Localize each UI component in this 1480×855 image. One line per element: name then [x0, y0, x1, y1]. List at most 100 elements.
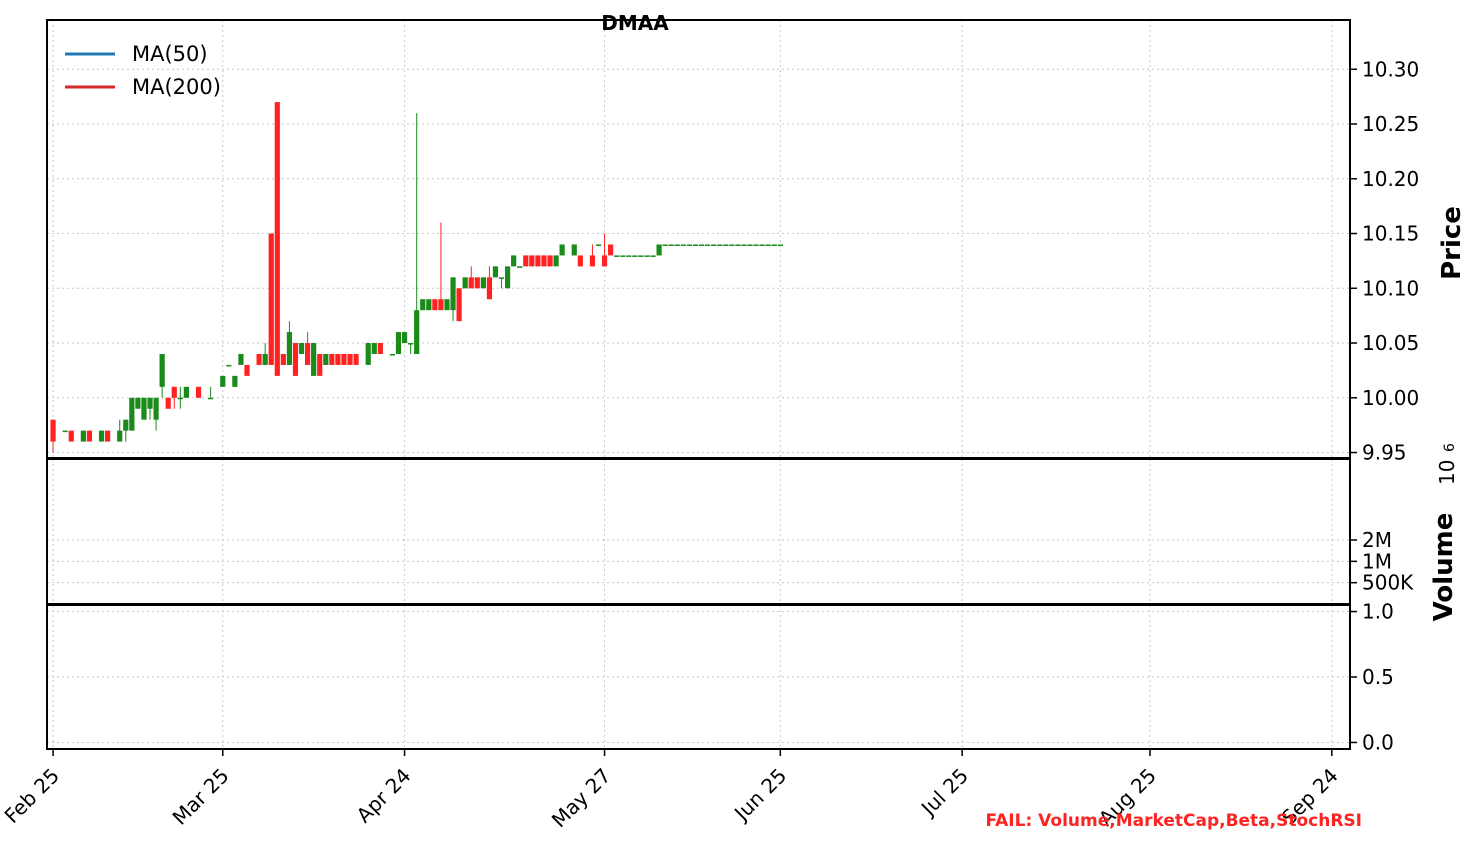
candle-body — [177, 397, 183, 400]
candle-body — [135, 397, 141, 409]
price-candles — [50, 102, 783, 453]
candle-body — [620, 255, 626, 257]
candle-body — [401, 332, 408, 344]
price-panel-frame — [46, 19, 1351, 459]
candle-body — [311, 343, 317, 376]
candle-body — [335, 353, 341, 365]
candle-body — [529, 255, 535, 267]
x-tick-label: May 27 — [547, 763, 616, 832]
price-tick-label: 10.05 — [1362, 331, 1419, 355]
candle-body — [595, 244, 602, 246]
stochrsi-tick-label: 1.0 — [1362, 600, 1394, 624]
candle-body — [717, 244, 723, 246]
candle-body — [698, 244, 705, 246]
candle-body — [601, 255, 608, 267]
candle-body — [420, 299, 426, 311]
candle-body — [686, 244, 693, 246]
candle-body — [62, 430, 68, 433]
candle-body — [292, 343, 299, 376]
candle-body — [541, 255, 547, 267]
candle-body — [547, 255, 553, 267]
candle-body — [723, 244, 729, 246]
candle-body — [662, 244, 668, 246]
stochrsi-tick-label: 0.0 — [1362, 730, 1394, 754]
candle-body — [492, 266, 499, 278]
candle-body — [523, 255, 529, 267]
candle-body — [735, 244, 741, 246]
candle-body — [256, 353, 262, 365]
candle-body — [711, 244, 717, 246]
candle-body — [377, 343, 383, 354]
candle-body — [80, 430, 86, 442]
candle-body — [262, 353, 268, 365]
candle-body — [729, 244, 735, 246]
price-tick-label: 10.30 — [1362, 57, 1419, 81]
candle-body — [674, 244, 680, 246]
candle-body — [226, 364, 232, 367]
candle-body — [608, 244, 614, 256]
candle-body — [371, 343, 377, 354]
price-y-ticks: 9.95 10.00 10.05 10.10 10.15 10.20 10.25 10.30 — [1350, 57, 1419, 465]
price-tick-label: 10.25 — [1362, 112, 1419, 136]
candle-body — [511, 255, 517, 267]
candle-body — [341, 353, 347, 365]
candle-body — [353, 353, 359, 365]
candle-body — [656, 244, 662, 256]
candle-body — [480, 277, 486, 289]
legend-label-ma50: MA(50) — [132, 42, 208, 66]
price-tick-label: 9.95 — [1362, 441, 1407, 465]
candle-body — [171, 386, 177, 398]
candle-body — [632, 255, 638, 257]
candle-body — [517, 266, 523, 268]
candle-body — [347, 353, 353, 365]
candle-body — [638, 255, 644, 257]
candle-body — [123, 419, 129, 431]
price-tick-label: 10.20 — [1362, 167, 1419, 191]
candle-body — [759, 244, 765, 246]
candle-body — [626, 255, 632, 257]
candle-body — [105, 430, 111, 442]
candle-body — [704, 244, 711, 246]
candle-body — [559, 244, 565, 256]
x-tick-label: Feb 25 — [0, 763, 64, 828]
candle-body — [650, 255, 656, 257]
candle-body — [765, 244, 771, 246]
candle-body — [220, 375, 226, 387]
candle-body — [614, 255, 620, 257]
candle-body — [365, 343, 371, 365]
legend: MA(50) MA(200) — [65, 42, 221, 99]
candle-body — [395, 332, 402, 354]
price-tick-label: 10.00 — [1362, 386, 1419, 410]
volume-axis-label: Volume — [1429, 513, 1459, 622]
candle-body — [280, 353, 286, 365]
x-tick-label: Apr 24 — [352, 763, 416, 827]
candle-body — [577, 255, 583, 267]
candle-body — [444, 299, 450, 311]
candle-body — [244, 364, 250, 376]
candle-body — [98, 430, 105, 442]
candle-body — [432, 299, 438, 311]
volume-tick-label: 1M — [1362, 549, 1392, 573]
candle-body — [286, 332, 293, 365]
candle-body — [486, 277, 493, 300]
stochrsi-tick-label: 0.5 — [1362, 665, 1394, 689]
candle-body — [668, 244, 674, 246]
grid-layer — [47, 20, 1350, 749]
candle-body — [426, 299, 432, 311]
x-tick-label: Jul 25 — [915, 763, 973, 821]
candle-body — [50, 419, 56, 442]
candle-body — [747, 244, 753, 246]
candle-body — [680, 244, 686, 246]
candle-body — [323, 353, 329, 365]
candle-body — [195, 386, 202, 398]
candle-body — [438, 299, 444, 311]
candle-body — [329, 353, 335, 365]
candle-body — [389, 353, 396, 356]
candle-body — [298, 343, 305, 354]
candle-body — [305, 343, 311, 365]
candle-body — [571, 244, 577, 256]
candle-body — [86, 430, 93, 442]
candle-body — [141, 397, 147, 420]
candle-body — [535, 255, 541, 267]
